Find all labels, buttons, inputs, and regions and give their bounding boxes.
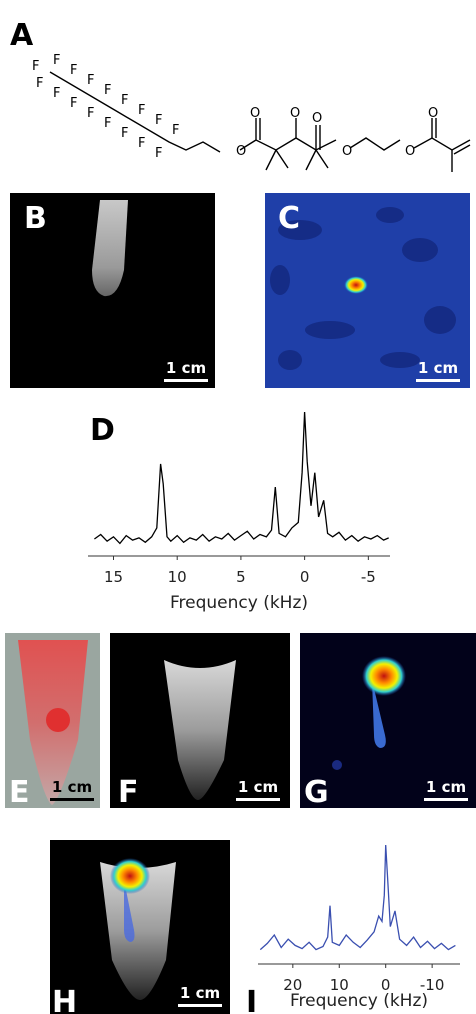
scale-label: 1 cm xyxy=(418,359,458,377)
atom-label: F xyxy=(155,113,162,128)
x-tick-label: 10 xyxy=(168,568,187,586)
x-tick-label: -5 xyxy=(361,568,376,586)
atom-label: O xyxy=(342,144,352,159)
atom-label: O xyxy=(428,106,438,121)
x-axis-label: Frequency (kHz) xyxy=(170,593,308,613)
image-object xyxy=(164,660,236,800)
atom-label: F xyxy=(138,103,145,118)
scale-bar xyxy=(424,798,468,801)
atom-label: F xyxy=(53,86,60,101)
panel-label: A xyxy=(10,18,34,53)
x-axis-label: Frequency (kHz) xyxy=(290,991,428,1011)
scale-label: 1 cm xyxy=(426,778,466,796)
x-tick-label: 10 xyxy=(330,976,349,994)
panel-label: E xyxy=(9,775,30,810)
panel-label: H xyxy=(52,985,77,1014)
panel-e: E 1 cm xyxy=(5,633,100,810)
atom-label: F xyxy=(32,59,39,74)
scale-bar xyxy=(178,1004,222,1007)
atom-label: F xyxy=(87,106,94,121)
hot-spot xyxy=(110,858,150,894)
panel-label: D xyxy=(90,413,115,448)
atom-label: F xyxy=(70,96,77,111)
x-tick-label: 0 xyxy=(381,976,391,994)
scale-bar xyxy=(50,798,94,801)
x-tick-label: 0 xyxy=(300,568,310,586)
noise xyxy=(332,760,342,770)
scale-label: 1 cm xyxy=(238,778,278,796)
panel-label: G xyxy=(304,775,329,810)
scale-label: 1 cm xyxy=(166,359,206,377)
atom-label: F xyxy=(172,123,179,138)
x-tick-label: 20 xyxy=(283,976,302,994)
atom-label: O xyxy=(405,144,415,159)
panel-label: F xyxy=(118,775,139,810)
panel-label: C xyxy=(278,201,300,236)
scale-label: 1 cm xyxy=(180,984,220,1002)
scale-label: 1 cm xyxy=(52,778,92,796)
atom-label: F xyxy=(87,73,94,88)
signal-tail xyxy=(372,680,386,748)
atom-label: F xyxy=(53,53,60,68)
panel-label: I xyxy=(246,985,257,1014)
atom-label: F xyxy=(70,63,77,78)
image-texture xyxy=(270,207,456,370)
x-tick-label: -10 xyxy=(420,976,445,994)
atom-label: O xyxy=(250,106,260,121)
signal-tail xyxy=(124,880,135,942)
x-tick-label: 5 xyxy=(236,568,246,586)
spectrum-line xyxy=(94,411,389,545)
droplet xyxy=(46,708,70,732)
atom-label: F xyxy=(104,116,111,131)
panel-b: B 1 cm xyxy=(10,193,215,388)
panel-g: G 1 cm xyxy=(300,633,476,810)
panel-h: H 1 cm xyxy=(50,840,230,1014)
x-tick-label: 15 xyxy=(104,568,123,586)
atom-label: F xyxy=(138,136,145,151)
scale-bar xyxy=(164,379,208,382)
scale-bar xyxy=(236,798,280,801)
image-object xyxy=(100,862,176,1000)
panel-label: B xyxy=(24,201,47,236)
atom-label: F xyxy=(121,93,128,108)
image-object xyxy=(92,200,128,297)
scale-bar xyxy=(416,379,460,382)
hot-spot xyxy=(344,276,368,294)
atom-label: O xyxy=(312,111,322,126)
atom-label: F xyxy=(155,146,162,161)
panel-f: F 1 cm xyxy=(110,633,290,810)
atom-label: O xyxy=(236,144,246,159)
atom-label: F xyxy=(104,83,111,98)
spectrum-line xyxy=(259,844,456,951)
panel-c: C 1 cm xyxy=(265,193,470,388)
atom-label: F xyxy=(121,126,128,141)
atom-label: F xyxy=(36,76,43,91)
atom-label: O xyxy=(290,106,300,121)
hot-spot xyxy=(362,656,406,696)
